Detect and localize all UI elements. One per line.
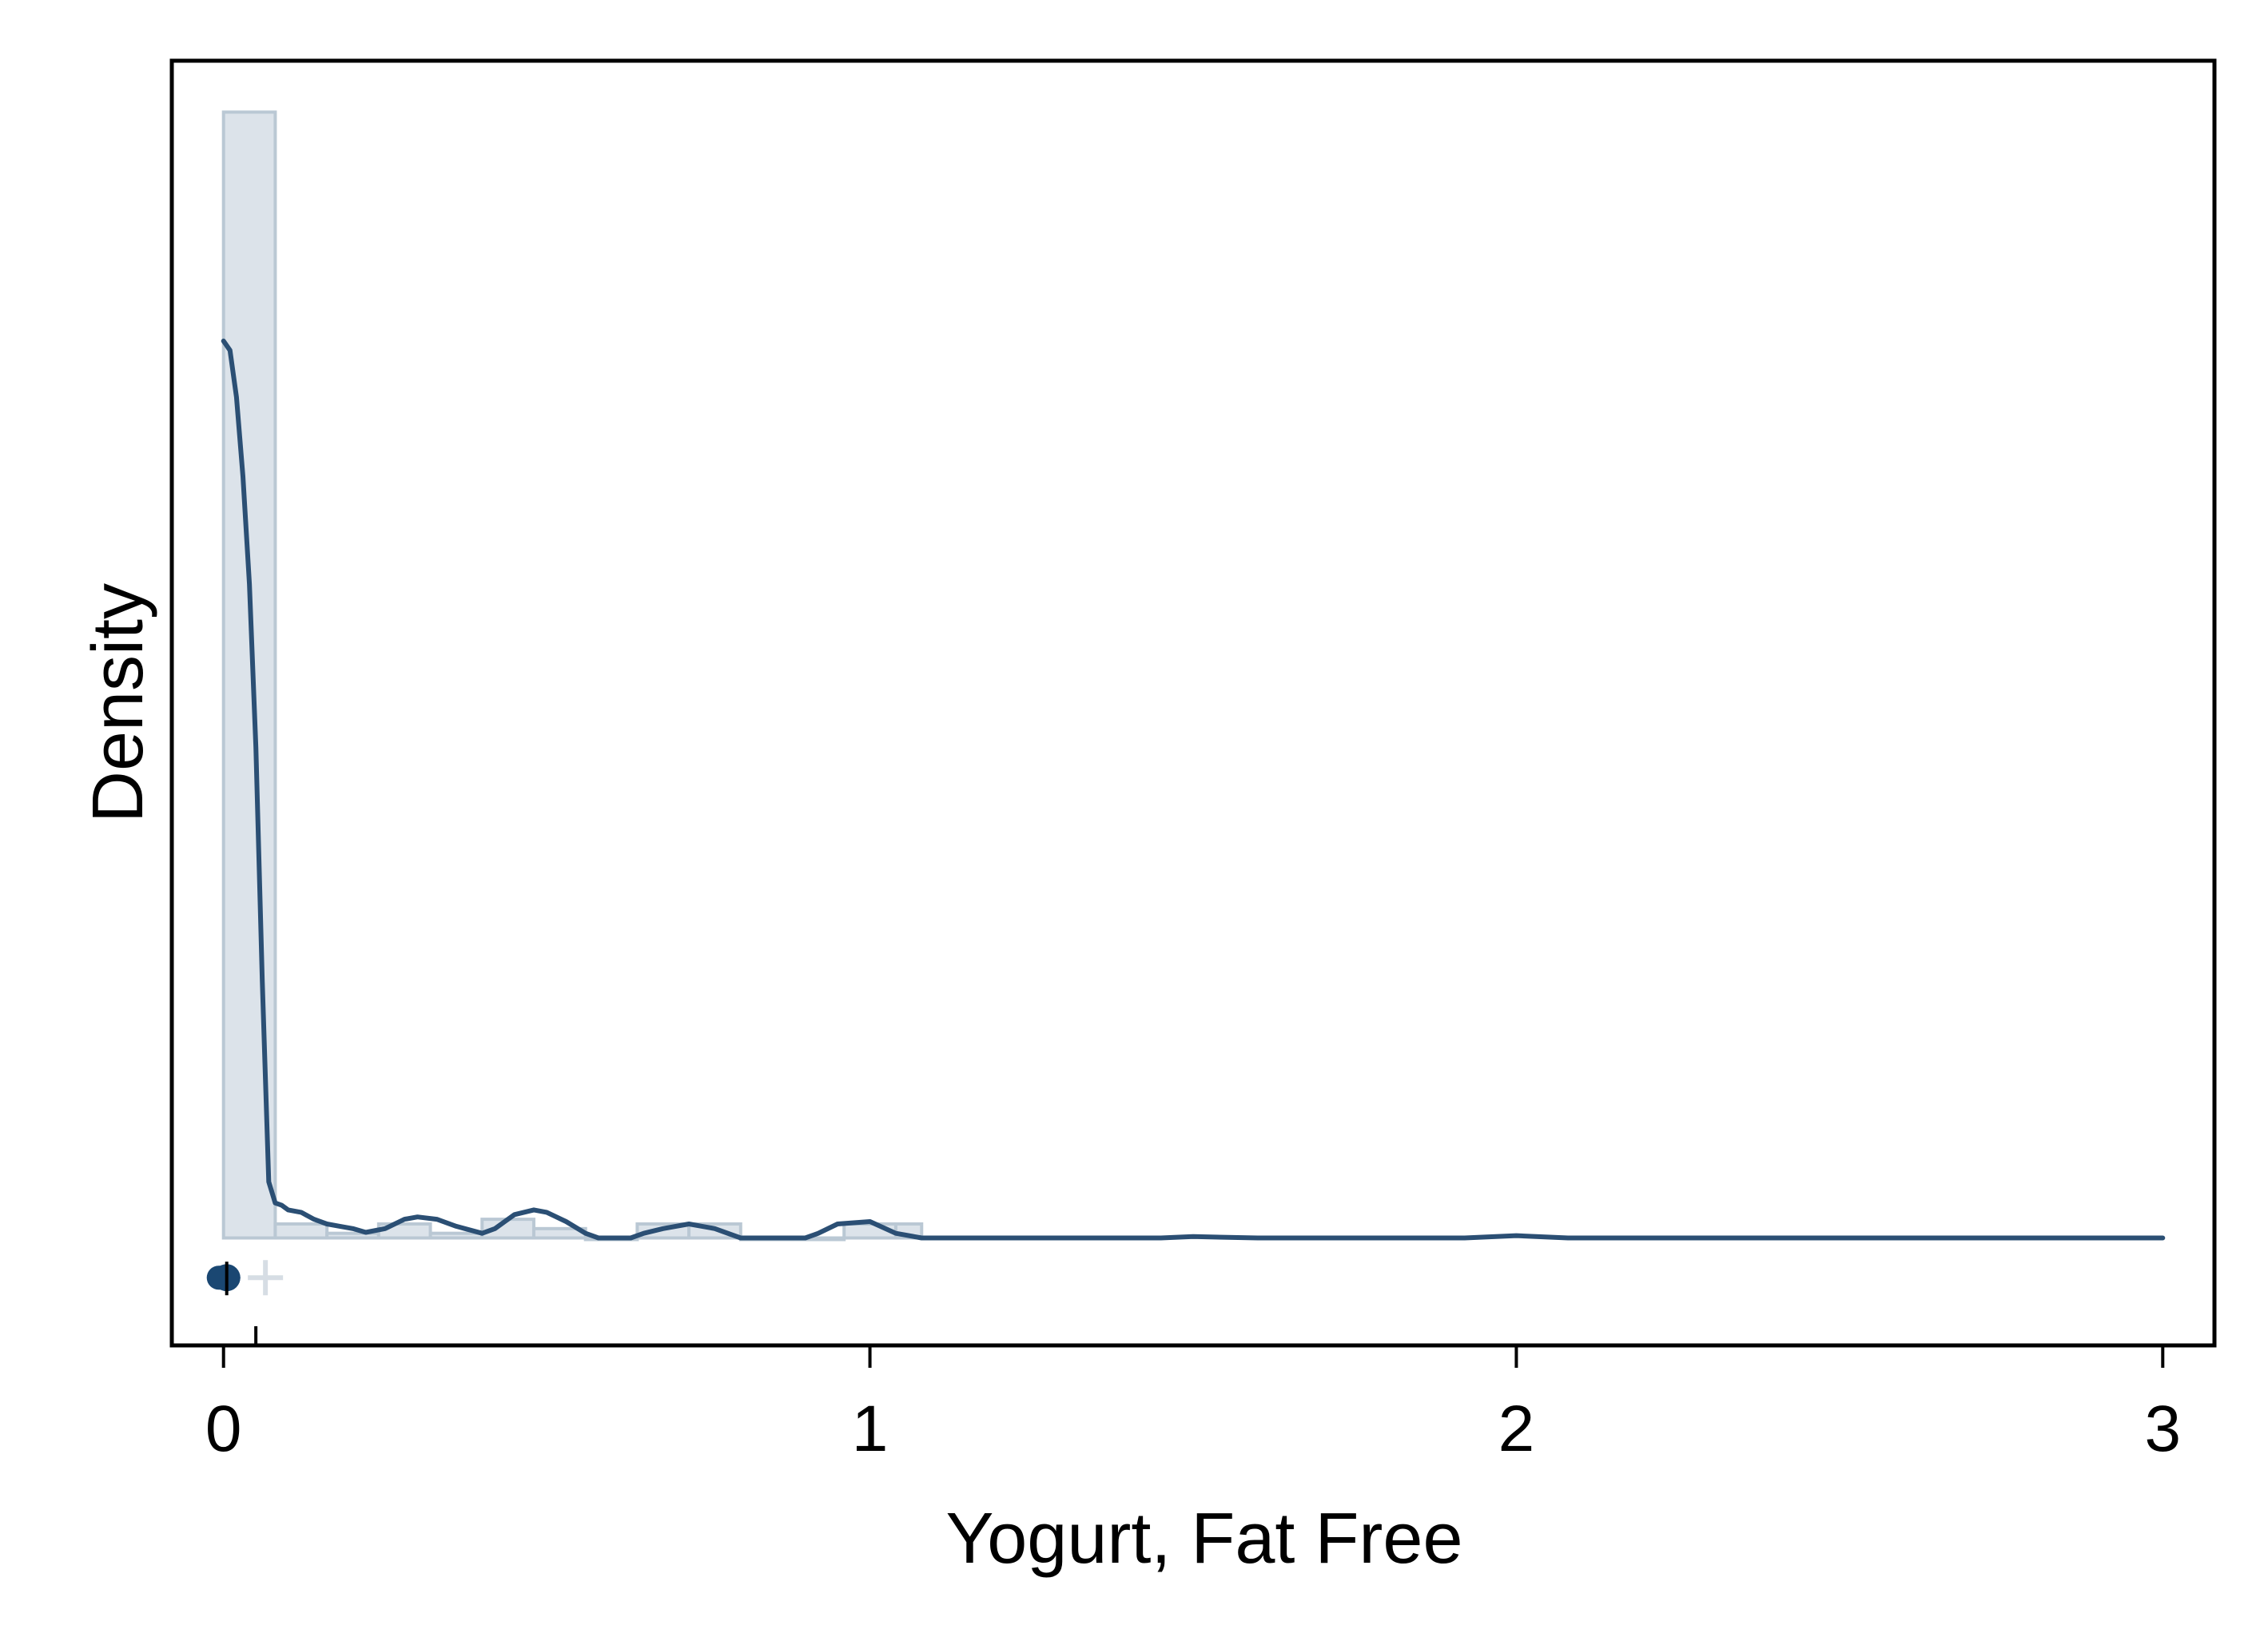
- density-curve-line: [221, 338, 2166, 1241]
- histogram-bar-2: [325, 1231, 380, 1240]
- x-tick-label-0: 0: [205, 1393, 242, 1465]
- density-curve-layer: [221, 338, 2166, 1241]
- histogram-bars: [221, 110, 924, 1242]
- x-tick-label-1: 1: [852, 1393, 889, 1465]
- x-axis: 0 1 2 3: [205, 1345, 2181, 1465]
- plot-frame: [169, 58, 2217, 1348]
- x-axis-title: Yogurt, Fat Free: [945, 1499, 1462, 1579]
- histogram-bar-1: [273, 1222, 329, 1240]
- x-tick-label-3: 3: [2144, 1393, 2181, 1465]
- x-tick-label-2: 2: [1498, 1393, 1535, 1465]
- y-axis-title: Density: [78, 583, 158, 823]
- histogram-bar-0: [221, 110, 277, 1240]
- box-marker-layer: [206, 1260, 284, 1345]
- histogram-bar-4: [428, 1231, 484, 1240]
